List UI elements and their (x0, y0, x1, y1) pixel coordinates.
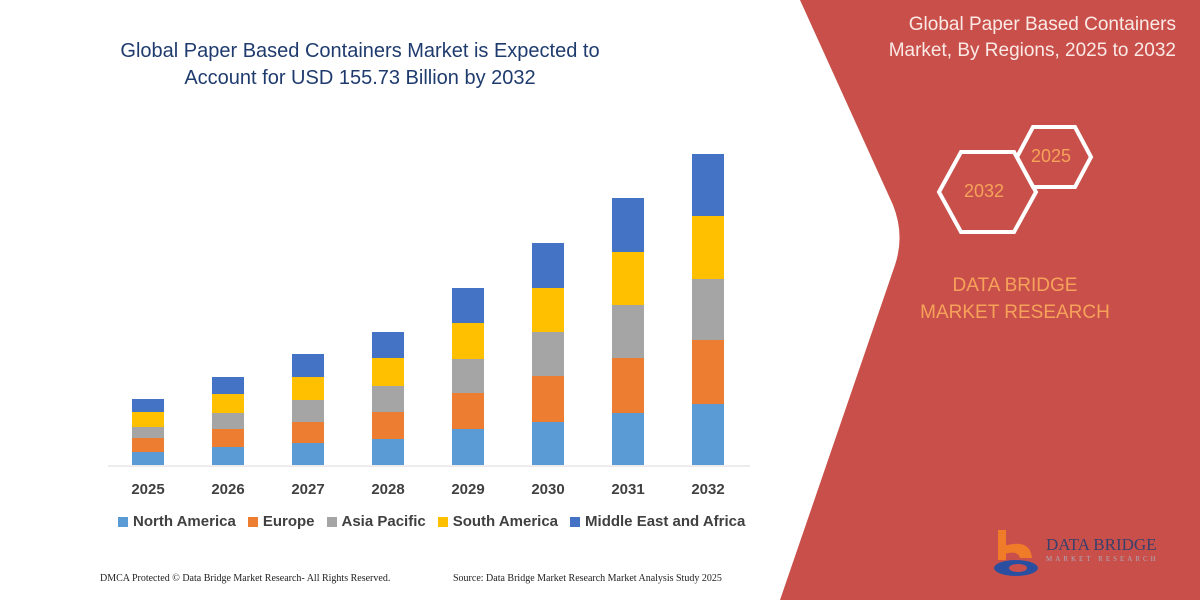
x-tick-label: 2030 (531, 481, 564, 498)
x-tick-label: 2025 (131, 481, 164, 498)
brand-name: DATA BRIDGE MARKET RESEARCH (920, 275, 1110, 323)
bar-segment-2030-north-america (532, 422, 564, 465)
bar-segment-2031-south-america (612, 252, 644, 305)
bar-segment-2031-middle-east-and-africa (612, 198, 644, 252)
logo-text: DATA BRIDGE (1046, 535, 1157, 554)
bar-segment-2028-middle-east-and-africa (372, 332, 404, 358)
legend-item: Europe (247, 513, 315, 530)
bar-segment-2030-south-america (532, 288, 564, 332)
bar-segment-2032-europe (692, 340, 724, 404)
chart-title: Global Paper Based Containers Market is … (120, 40, 600, 89)
bar-segment-2029-middle-east-and-africa (452, 288, 484, 323)
bar-segment-2029-south-america (452, 323, 484, 359)
copyright-notice: DMCA Protected © Data Bridge Market Rese… (100, 573, 391, 584)
legend: North America Europe Asia Pacific South Ame… (118, 513, 745, 530)
bar-segment-2027-middle-east-and-africa (292, 354, 324, 377)
bar-segment-2028-europe (372, 412, 404, 439)
hexagon-2025-icon (1014, 125, 1094, 189)
hexagon-2032-icon (936, 150, 1039, 234)
bar-segment-2032-asia-pacific (692, 279, 724, 340)
bar-segment-2027-asia-pacific (292, 400, 324, 422)
legend-item: Middle East and Africa (570, 513, 745, 530)
bar-segment-2025-north-america (132, 452, 164, 465)
hex-label-end: 2032 (964, 181, 1005, 201)
bar-segment-2029-north-america (452, 429, 484, 465)
bar-segment-2030-asia-pacific (532, 332, 564, 376)
bar-segment-2026-middle-east-and-africa (212, 377, 244, 394)
legend-swatch (437, 516, 448, 527)
bar-segment-2028-south-america (372, 358, 404, 386)
x-tick-label: 2028 (371, 481, 404, 498)
hex-label-start: 2025 (1031, 146, 1072, 166)
bar-segment-2025-europe (132, 438, 164, 452)
legend-item: South America (437, 513, 559, 530)
x-tick-label: 2026 (211, 481, 244, 498)
stacked-bar-chart: 2025 2026 2027 2028 2029 2030 2031 2032 (108, 154, 750, 498)
bar-segment-2032-middle-east-and-africa (692, 154, 724, 216)
bar-segment-2030-europe (532, 376, 564, 422)
bar-segment-2026-asia-pacific (212, 413, 244, 429)
x-tick-label: 2029 (451, 481, 484, 498)
bar-segment-2026-south-america (212, 394, 244, 413)
bar-segment-2031-north-america (612, 413, 644, 465)
x-tick-label: 2031 (611, 481, 644, 498)
x-tick-label: 2032 (691, 481, 724, 498)
bar-segment-2031-europe (612, 358, 644, 413)
x-tick-label: 2027 (291, 481, 324, 498)
bar-segment-2032-north-america (692, 404, 724, 465)
bar-segment-2025-asia-pacific (132, 427, 164, 438)
bar-segment-2030-middle-east-and-africa (532, 243, 564, 288)
bar-segment-2026-north-america (212, 447, 244, 465)
legend-label: Middle East and Africa (585, 513, 746, 530)
legend-label: Europe (262, 513, 315, 530)
legend-label: South America (452, 513, 559, 530)
legend-item: North America (118, 513, 236, 530)
bar-segment-2027-south-america (292, 377, 324, 400)
source-note: Source: Data Bridge Market Research Mark… (453, 573, 722, 584)
legend-label: Asia Pacific (341, 513, 426, 530)
bar-segment-2026-europe (212, 429, 244, 447)
bar-segment-2025-middle-east-and-africa (132, 399, 164, 412)
side-panel-title: Global Paper Based Containers Market, By… (888, 14, 1176, 61)
legend-label: North America (133, 513, 236, 530)
bar-segment-2032-south-america (692, 216, 724, 279)
legend-swatch (326, 516, 337, 527)
bar-segment-2029-asia-pacific (452, 359, 484, 393)
legend-item: Asia Pacific (326, 513, 426, 530)
legend-swatch (247, 516, 258, 527)
bar-segment-2027-north-america (292, 443, 324, 465)
legend-swatch (570, 516, 581, 527)
legend-swatch (118, 516, 128, 527)
bar-segment-2027-europe (292, 422, 324, 443)
bar-segment-2029-europe (452, 393, 484, 429)
data-bridge-logo-icon (994, 530, 1038, 576)
logo-subtext: MARKET RESEARCH (1046, 555, 1159, 563)
bar-segment-2028-north-america (372, 439, 404, 465)
bar-segment-2025-south-america (132, 412, 164, 427)
bar-segment-2028-asia-pacific (372, 386, 404, 412)
bar-segment-2031-asia-pacific (612, 305, 644, 358)
